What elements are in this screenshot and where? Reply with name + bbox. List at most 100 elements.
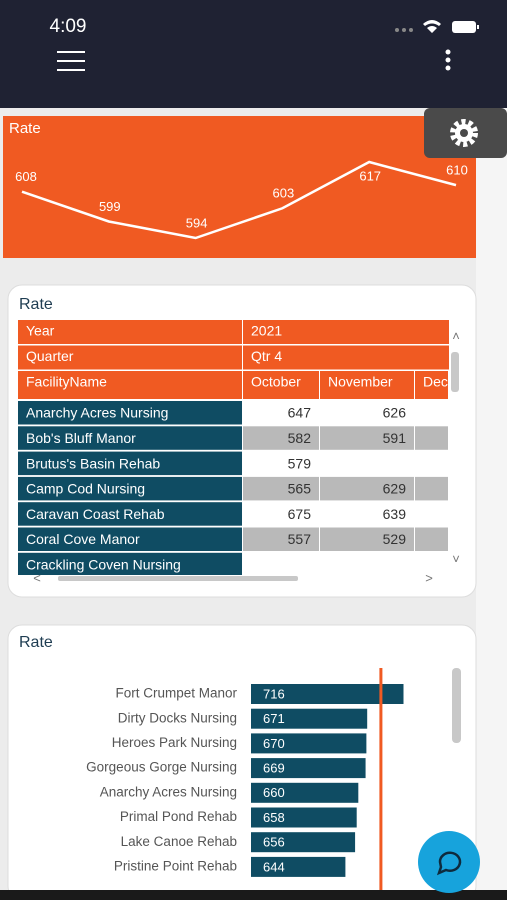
row-header: Brutus's Basin Rehab — [26, 455, 160, 471]
table-cell — [415, 401, 448, 425]
row-header: Camp Cod Nursing — [26, 481, 145, 497]
chat-button[interactable] — [418, 831, 480, 893]
bar-chart-title: Rate — [19, 634, 53, 651]
bar — [251, 708, 368, 729]
category-label: Heroes Park Nursing — [112, 735, 237, 750]
column-header-cell — [243, 371, 319, 399]
table-cell — [415, 552, 448, 575]
menu-button[interactable] — [57, 51, 85, 71]
table-cell — [415, 426, 448, 450]
status-icons — [395, 20, 479, 33]
cell-value: 557 — [288, 531, 312, 547]
category-label: Gorgeous Gorge Nursing — [86, 760, 237, 775]
bar — [251, 684, 404, 704]
category-label: Pristine Point Rehab — [114, 858, 237, 873]
bar-scrollbar — [452, 668, 461, 743]
cell-value: 582 — [288, 430, 312, 446]
table-title: Rate — [19, 296, 53, 313]
settings-button[interactable] — [424, 108, 507, 158]
filter-value: 2021 — [251, 323, 282, 339]
data-label: 608 — [15, 169, 37, 184]
filter-cell — [243, 345, 449, 370]
app-header — [0, 0, 507, 108]
data-label: 716 — [263, 686, 285, 701]
cell-value: 629 — [383, 481, 407, 497]
cell-value: 565 — [288, 481, 312, 497]
table-cell — [243, 426, 319, 450]
cell-value: 591 — [383, 430, 407, 446]
data-label: 658 — [263, 810, 285, 825]
row-header: Coral Cove Manor — [26, 531, 140, 547]
column-header-cell — [18, 371, 242, 399]
table-cell — [320, 476, 414, 501]
row-header-cell — [18, 527, 242, 551]
line-chart-bg — [3, 116, 476, 258]
row-header: Bob's Bluff Manor — [26, 430, 136, 446]
table-cell — [320, 527, 414, 551]
category-label: Dirty Docks Nursing — [118, 710, 237, 725]
row-header: Crackling Coven Nursing — [26, 557, 181, 573]
table-cell — [415, 451, 448, 476]
column-header: November — [328, 374, 393, 390]
table-cell — [320, 426, 414, 450]
svg-text:˅: ˅ — [452, 551, 460, 566]
filter-cell — [243, 320, 449, 344]
cell-value: 626 — [383, 405, 407, 421]
table-cell — [415, 476, 448, 501]
data-label: 599 — [99, 199, 121, 214]
table-cell — [243, 552, 319, 575]
bar-chart-card — [7, 624, 477, 900]
data-label: 656 — [263, 835, 285, 850]
table-cell — [243, 527, 319, 551]
filter-cell — [18, 320, 242, 344]
data-label: 610 — [446, 163, 468, 178]
status-time: 4:09 — [50, 16, 87, 37]
data-label: 671 — [263, 711, 285, 726]
side-strip — [476, 108, 507, 900]
table-cell — [320, 401, 414, 425]
column-header: October — [251, 374, 301, 390]
column-header-cell — [415, 371, 448, 399]
line-chart: 608 599 594 603 617 610 — [15, 160, 468, 240]
cell-value: 579 — [288, 455, 312, 471]
row-header-cell — [18, 502, 242, 526]
filter-cell — [18, 345, 242, 370]
column-header: FacilityName — [26, 374, 107, 390]
table-cell — [415, 502, 448, 526]
bar — [251, 733, 367, 754]
filter-value: Qtr 4 — [251, 348, 282, 364]
bar — [251, 758, 366, 779]
category-label: Primal Pond Rehab — [120, 809, 237, 824]
table-cell — [243, 451, 319, 476]
table-cell — [243, 476, 319, 501]
bar — [251, 807, 357, 828]
table-cell — [320, 552, 414, 575]
table-cell — [320, 451, 414, 476]
table-cell — [415, 527, 448, 551]
column-header: Dec — [423, 374, 448, 390]
line-series — [21, 160, 457, 240]
cell-value: 647 — [288, 405, 312, 421]
data-label: 617 — [359, 168, 381, 183]
row-header: Caravan Coast Rehab — [26, 506, 165, 522]
row-header-cell — [18, 451, 242, 476]
filter-label: Year — [26, 323, 55, 339]
bar — [251, 782, 359, 803]
row-header-cell — [18, 426, 242, 450]
cell-value: 675 — [288, 506, 312, 522]
bar — [251, 856, 346, 877]
data-label: 669 — [263, 761, 285, 776]
table: Year 2021 Quarter Qtr 4 FacilityName October N… — [18, 320, 449, 575]
more-button[interactable] — [445, 49, 451, 71]
data-label: 603 — [273, 186, 295, 201]
bar-chart: Fort Crumpet Manor 716 Dirty Docks Nursing… — [86, 668, 404, 890]
table-cell — [243, 502, 319, 526]
table-cell — [243, 401, 319, 425]
row-header: Anarchy Acres Nursing — [26, 405, 168, 421]
bar — [251, 832, 356, 853]
line-chart-title: Rate — [9, 120, 41, 137]
data-label: 670 — [263, 736, 285, 751]
table-cell — [320, 502, 414, 526]
